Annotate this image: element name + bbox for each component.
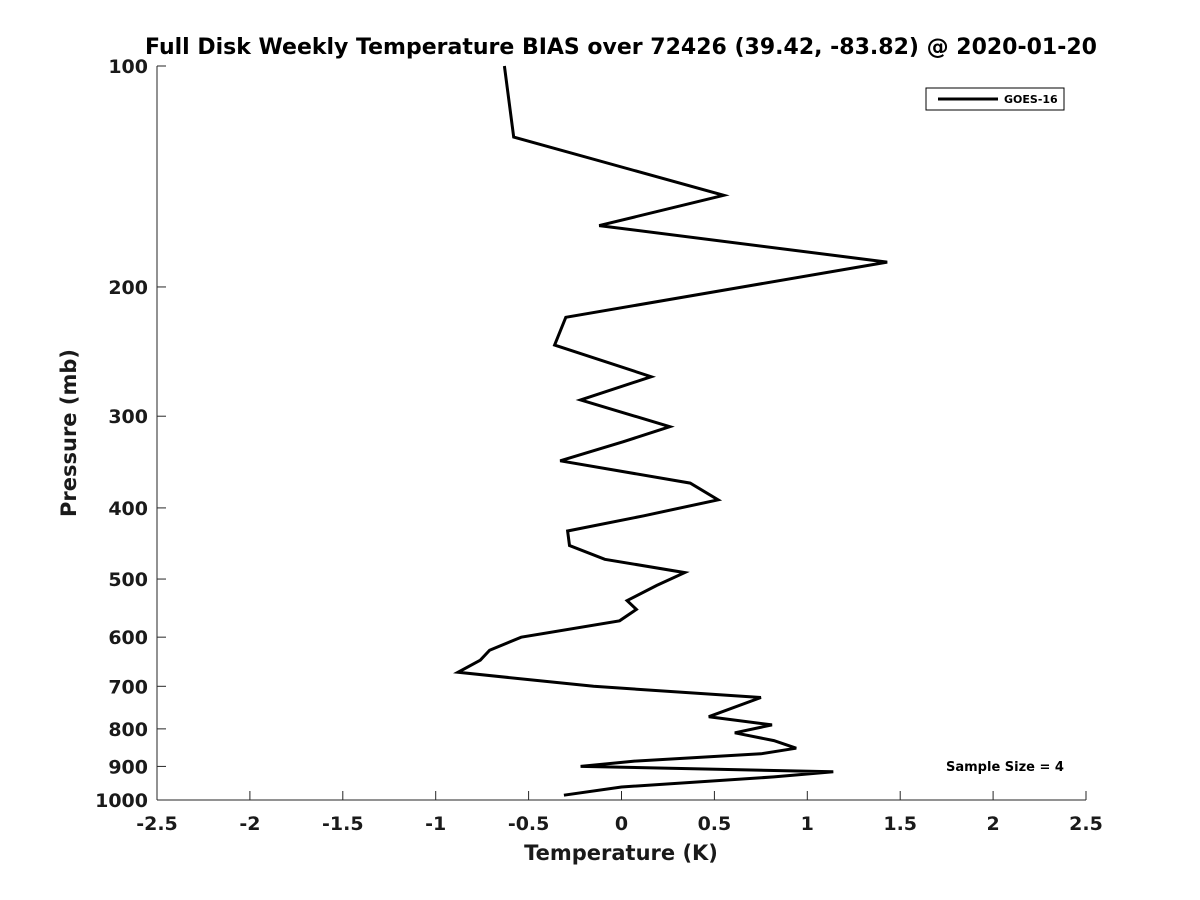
y-tick-label: 1000	[95, 790, 148, 812]
x-tick-label: 2.5	[1069, 813, 1103, 835]
x-tick-label: -1	[425, 813, 446, 835]
series-line-goes-16	[453, 65, 888, 797]
x-tick-label: 1.5	[883, 813, 917, 835]
x-tick-label: -2.5	[136, 813, 178, 835]
y-tick-label: 700	[108, 676, 148, 698]
chart-legend: GOES-16	[925, 87, 1065, 111]
y-tick-label: 600	[108, 627, 148, 649]
x-tick-label: 0.5	[698, 813, 732, 835]
legend-entry-goes-16: GOES-16	[1004, 93, 1058, 106]
x-axis-label: Temperature (K)	[524, 841, 718, 865]
chart-title: Full Disk Weekly Temperature BIAS over 7…	[145, 35, 1097, 60]
x-tick-label: -1.5	[322, 813, 364, 835]
y-tick-label: 300	[108, 406, 148, 428]
y-tick-label: 100	[108, 56, 148, 78]
x-tick-label: -0.5	[508, 813, 550, 835]
y-tick-label: 400	[108, 498, 148, 520]
y-tick-label: 200	[108, 277, 148, 299]
x-tick-label: 2	[986, 813, 999, 835]
x-tick-label: 0	[615, 813, 628, 835]
y-axis-label: Pressure (mb)	[57, 349, 81, 517]
y-tick-label: 800	[108, 719, 148, 741]
y-tick-label: 500	[108, 569, 148, 591]
data-series	[453, 65, 888, 797]
sample-size-annotation: Sample Size = 4	[946, 760, 1064, 775]
axis-ticks: -2.5 -2 -1.5 -1 -0.5 0 0.5 1 1.5 2 2.5 100 200 300 400…	[95, 56, 1103, 835]
x-tick-label: -2	[239, 813, 260, 835]
y-tick-label: 900	[108, 756, 148, 778]
plot-axes	[156, 66, 1086, 801]
x-tick-label: 1	[801, 813, 814, 835]
